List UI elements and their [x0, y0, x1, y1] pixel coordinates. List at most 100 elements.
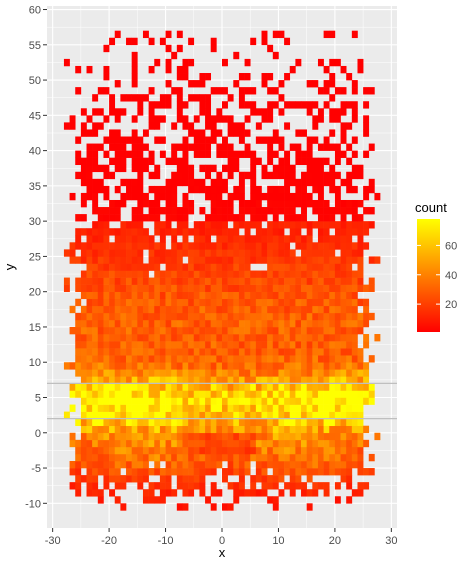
heatmap-tile	[368, 397, 375, 405]
heatmap-tile	[154, 404, 161, 412]
heatmap-tile	[289, 390, 296, 398]
heatmap-tile	[255, 242, 262, 250]
heatmap-tile	[193, 150, 200, 158]
heatmap-tile	[103, 411, 110, 419]
heatmap-tile	[86, 439, 93, 448]
heatmap-tile	[295, 270, 302, 278]
heatmap-tile	[255, 439, 262, 448]
heatmap-tile	[75, 277, 82, 285]
heatmap-tile	[182, 475, 189, 483]
heatmap-tile	[255, 228, 262, 236]
heatmap-tile	[250, 171, 257, 180]
heatmap-tile	[351, 326, 358, 335]
heatmap-tile	[238, 270, 245, 278]
heatmap-tile	[301, 390, 307, 398]
heatmap-tile	[289, 397, 296, 405]
heatmap-tile	[312, 411, 319, 419]
heatmap-tile	[317, 348, 324, 356]
heatmap-tile	[86, 397, 93, 405]
heatmap-tile	[188, 143, 195, 151]
heatmap-tile	[131, 446, 138, 455]
heatmap-tile	[238, 298, 245, 307]
heatmap-tile	[159, 369, 166, 377]
heatmap-tile	[171, 411, 178, 419]
heatmap-tile	[233, 228, 240, 236]
heatmap-tile	[154, 207, 161, 215]
heatmap-tile	[329, 326, 336, 335]
heatmap-tile	[199, 334, 206, 342]
heatmap-tile	[109, 362, 116, 370]
heatmap-tile	[109, 334, 116, 342]
heatmap-tile	[334, 228, 341, 236]
heatmap-tile	[188, 249, 195, 257]
heatmap-tile	[222, 475, 228, 483]
heatmap-tile	[272, 305, 279, 314]
heatmap-tile	[120, 235, 127, 243]
heatmap-tile	[142, 157, 149, 166]
heatmap-tile	[261, 214, 268, 222]
heatmap-tile	[114, 439, 121, 448]
heatmap-tile	[340, 397, 347, 405]
heatmap-tile	[323, 362, 330, 370]
heatmap-tile	[109, 404, 116, 412]
heatmap-tile	[205, 235, 212, 243]
heatmap-tile	[137, 291, 144, 300]
heatmap-tile	[329, 383, 336, 391]
heatmap-tile	[142, 376, 149, 384]
heatmap-tile	[188, 326, 195, 335]
heatmap-tile	[363, 129, 370, 137]
heatmap-tile	[284, 305, 291, 314]
heatmap-tile	[272, 242, 279, 250]
heatmap-tile	[193, 270, 200, 278]
heatmap-tile	[363, 468, 370, 476]
heatmap-tile	[351, 305, 358, 314]
heatmap-tile	[222, 164, 228, 173]
heatmap-tile	[109, 256, 116, 264]
heatmap-tile	[137, 235, 144, 243]
heatmap-tile	[346, 348, 353, 356]
heatmap-tile	[329, 334, 336, 342]
heatmap-tile	[171, 460, 178, 469]
heatmap-tile	[154, 164, 161, 173]
heatmap-tile	[250, 157, 257, 166]
heatmap-tile	[159, 489, 166, 497]
heatmap-tile	[176, 460, 183, 469]
heatmap-tile	[329, 305, 336, 314]
heatmap-tile	[255, 136, 262, 144]
heatmap-tile	[238, 150, 245, 158]
heatmap-tile	[289, 425, 296, 434]
heatmap-tile	[250, 298, 257, 307]
heatmap-tile	[165, 453, 172, 462]
heatmap-tile	[97, 221, 104, 229]
heatmap-tile	[238, 242, 245, 250]
heatmap-tile	[92, 312, 99, 321]
heatmap-tile	[205, 418, 212, 427]
heatmap-tile	[374, 334, 381, 342]
heatmap-tile	[267, 136, 274, 144]
heatmap-tile	[176, 446, 183, 455]
heatmap-tile	[284, 221, 291, 229]
heatmap-tile	[233, 439, 240, 448]
heatmap-tile	[334, 305, 341, 314]
heatmap-tile	[165, 341, 172, 349]
heatmap-tile	[80, 475, 87, 483]
heatmap-tile	[165, 305, 172, 314]
heatmap-tile	[165, 425, 172, 434]
heatmap-tile	[329, 214, 336, 222]
heatmap-tile	[227, 150, 234, 158]
heatmap-tile	[193, 390, 200, 398]
heatmap-tile	[255, 404, 262, 412]
heatmap-tile	[154, 199, 161, 208]
heatmap-tile	[368, 221, 375, 229]
heatmap-tile	[267, 256, 274, 264]
heatmap-tile	[233, 150, 240, 158]
heatmap-tile	[109, 475, 116, 483]
heatmap-tile	[306, 164, 313, 173]
heatmap-tile	[80, 249, 87, 257]
heatmap-tile	[148, 319, 155, 328]
heatmap-tile	[188, 291, 195, 300]
heatmap-tile	[323, 199, 330, 208]
heatmap-tile	[295, 256, 302, 264]
heatmap-tile	[250, 178, 257, 187]
